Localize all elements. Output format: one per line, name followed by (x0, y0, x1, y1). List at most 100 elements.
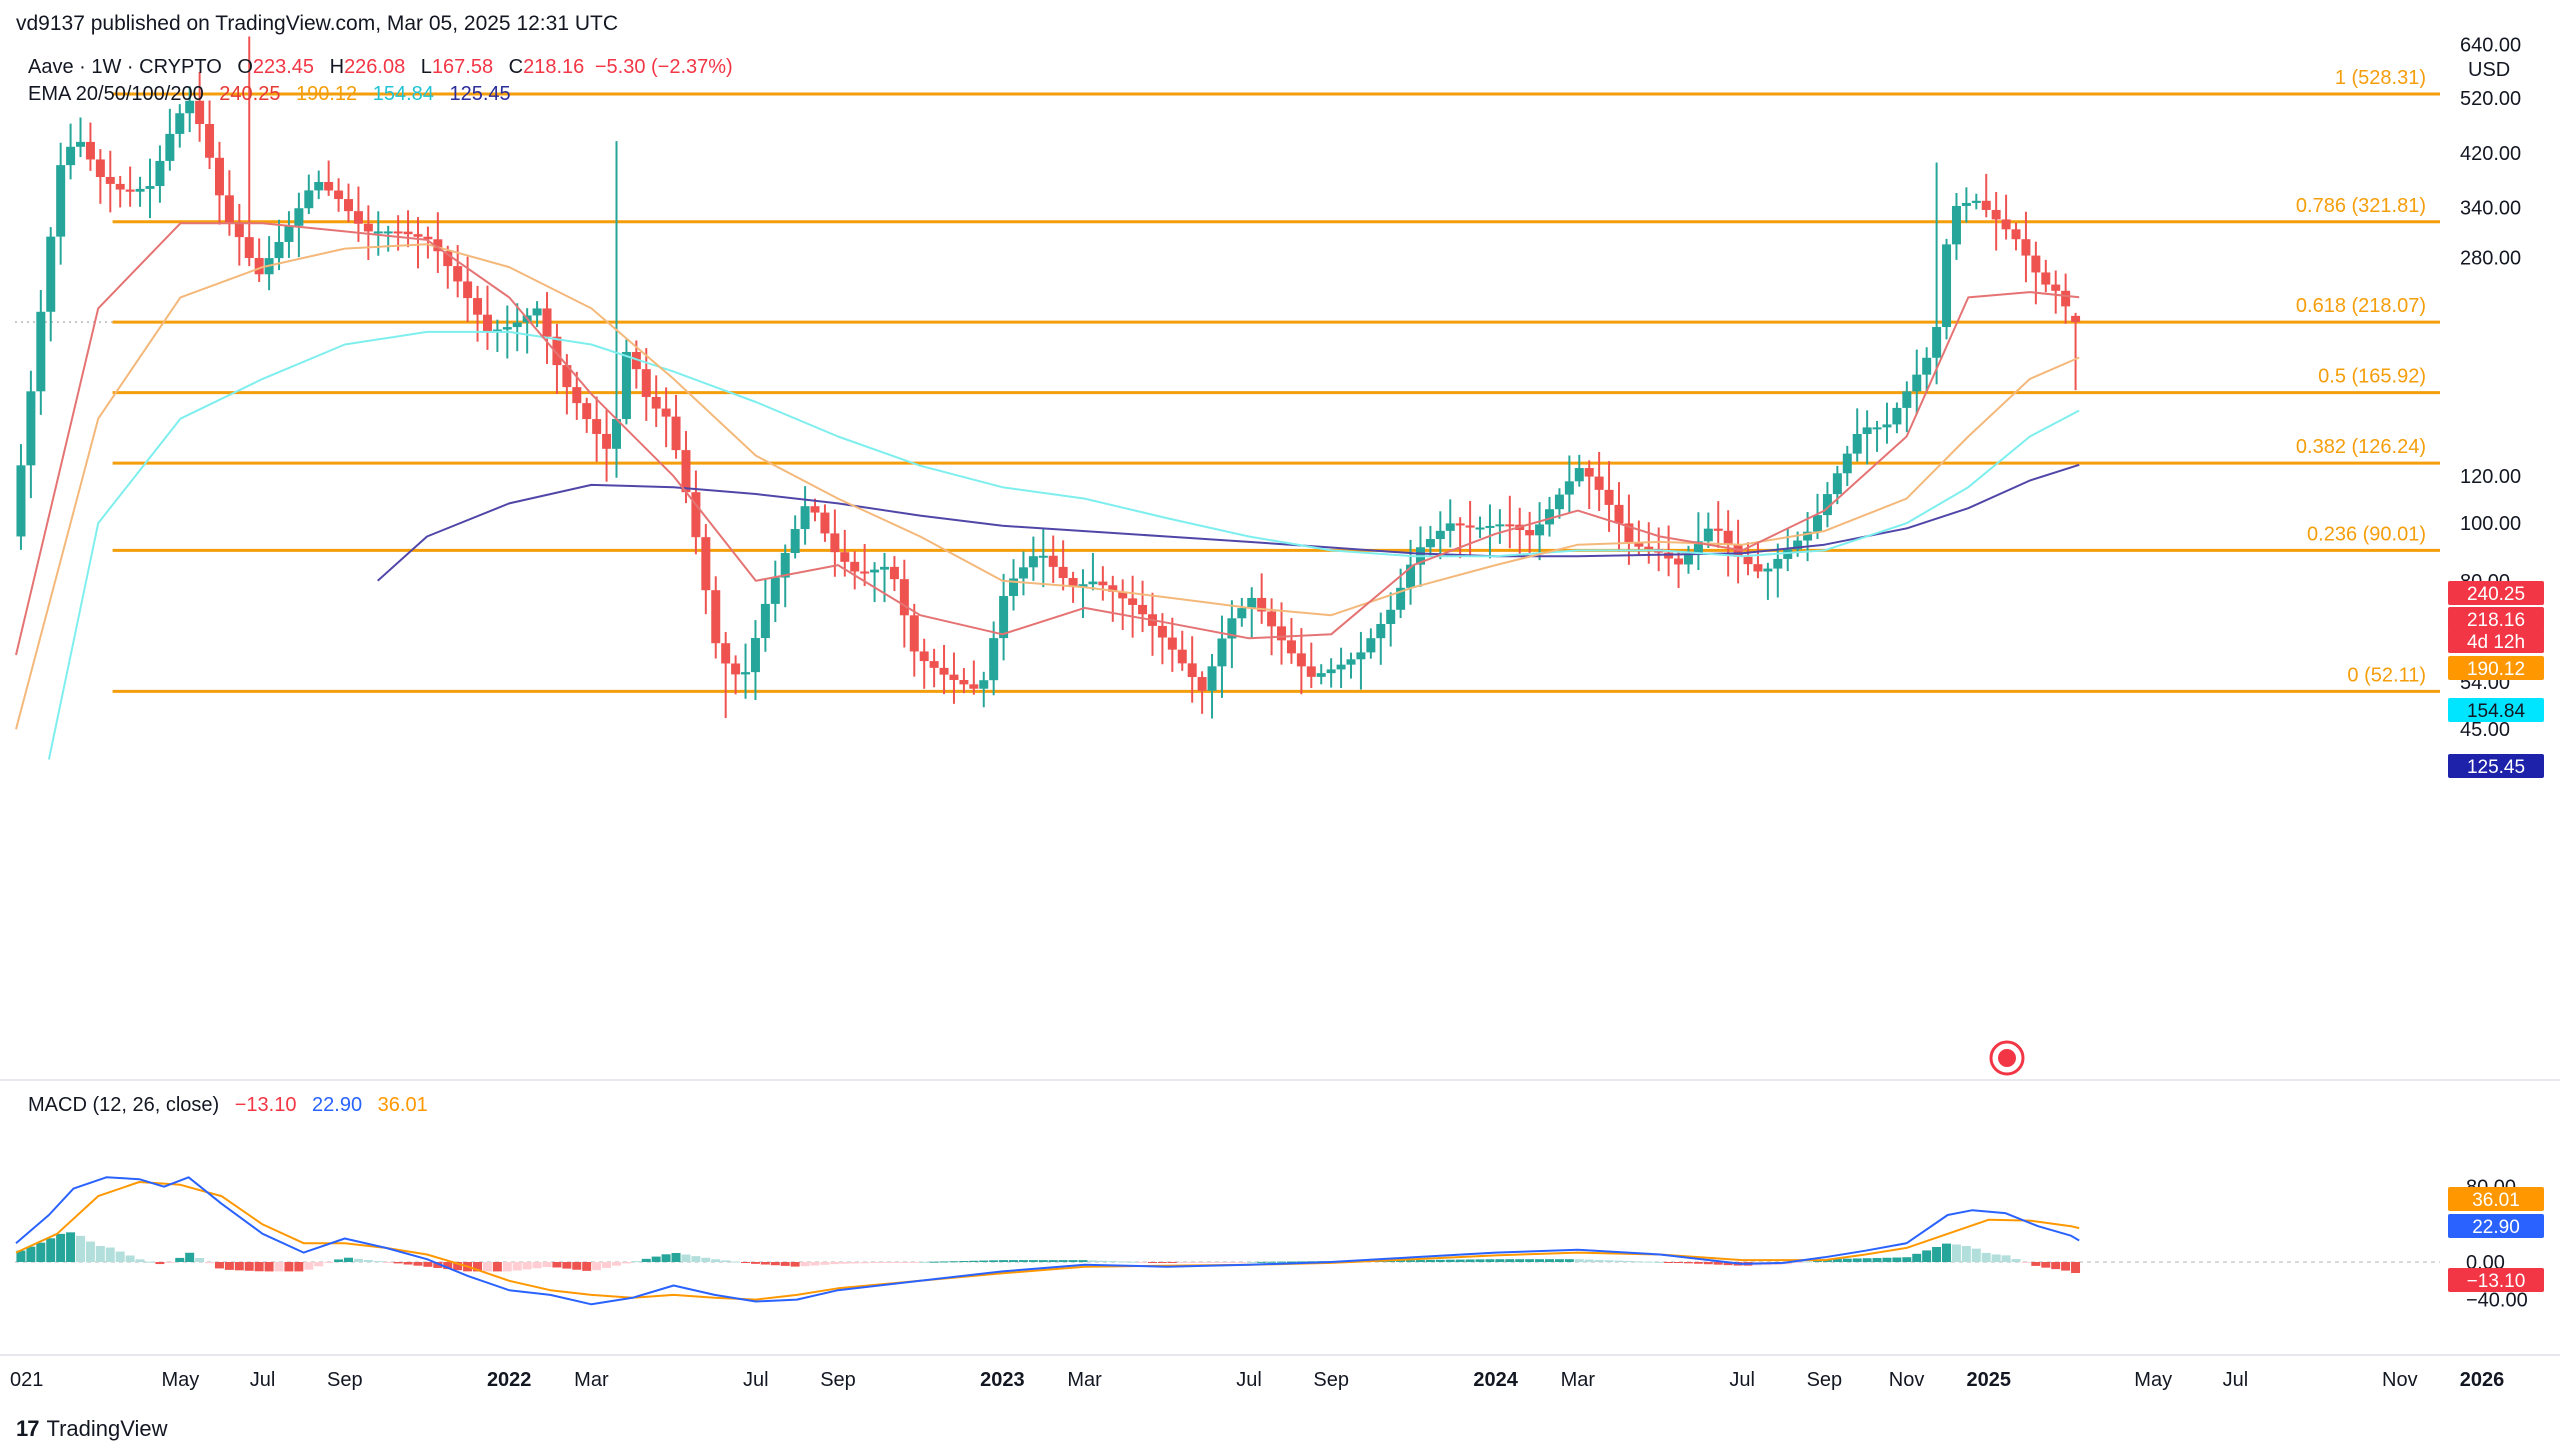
candle-body (1753, 564, 1763, 572)
macd-hist-bar (2001, 1255, 2011, 1262)
candle-body (2051, 284, 2061, 291)
candle-body (1346, 659, 1356, 665)
candle-body (36, 311, 46, 392)
candle-body (721, 643, 731, 664)
macd-tag (2448, 1268, 2544, 1292)
price-tick-label: 45.00 (2460, 719, 2510, 741)
candle-body (989, 638, 999, 681)
candle-body (1018, 567, 1028, 579)
symbol-name[interactable]: Aave · 1W · CRYPTO (28, 56, 222, 78)
candle-body (1088, 581, 1098, 585)
candle-body (1445, 523, 1455, 531)
candle-body (1078, 584, 1088, 587)
macd-hist-bar (949, 1261, 959, 1263)
ema-legend[interactable]: EMA 20/50/100/200 240.25 190.12 154.84 1… (28, 83, 511, 106)
tradingview-brand[interactable]: 17 TradingView (16, 1416, 168, 1442)
candle-body (353, 211, 363, 224)
candle-body (224, 195, 234, 223)
candle-body (850, 561, 860, 572)
price-tick-label: 520.00 (2460, 88, 2521, 110)
candle-body (413, 234, 423, 237)
candle-body (1743, 556, 1753, 565)
candle-body (214, 157, 224, 196)
macd-hist-bar (264, 1262, 274, 1272)
candle-body (1425, 539, 1435, 548)
macd-hist-bar (1793, 1262, 1803, 1263)
macd-hist-bar (383, 1262, 393, 1263)
macd-hist-bar (1138, 1262, 1148, 1263)
candle-body (373, 231, 383, 234)
time-tick-label: Mar (574, 1369, 609, 1391)
macd-hist-bar (661, 1254, 671, 1262)
candle-body (810, 506, 820, 513)
candle-body (1971, 200, 1981, 203)
macd-hist-bar (1535, 1259, 1545, 1262)
macd-hist-bar (1515, 1259, 1525, 1262)
macd-hist-bar (1197, 1262, 1207, 1263)
candle-body (979, 680, 989, 689)
macd-hist-bar (1455, 1259, 1465, 1262)
candle-body (1009, 578, 1019, 597)
macd-hist-bar (1227, 1262, 1237, 1263)
macd-hist-bar (1951, 1244, 1961, 1262)
macd-hist-bar (175, 1257, 185, 1262)
macd-label[interactable]: MACD (12, 26, close) (28, 1094, 220, 1116)
macd-hist-bar (1971, 1248, 1981, 1262)
candle-body (592, 419, 602, 434)
candle-body (840, 552, 850, 562)
macd-hist-bar (1177, 1262, 1187, 1263)
macd-hist-bar (681, 1254, 691, 1262)
ema20-line (15, 222, 2080, 656)
macd-hist-bar (860, 1262, 870, 1264)
macd-hist-bar (1803, 1261, 1813, 1263)
time-tick-label: Jul (1236, 1369, 1262, 1391)
macd-hist-bar (512, 1262, 522, 1271)
macd-hist-bar (1038, 1260, 1048, 1262)
macd-hist-bar (1207, 1262, 1217, 1263)
candle-body (1038, 555, 1048, 558)
macd-hist-bar (1713, 1262, 1723, 1265)
macd-hist-bar (343, 1257, 353, 1262)
candle-body (1525, 530, 1535, 536)
tradingview-logo-icon: 17 (16, 1416, 40, 1441)
candle-body (999, 596, 1009, 639)
time-tick-label: Sep (327, 1369, 363, 1391)
macd-hist-bar (224, 1262, 234, 1270)
price-tag-label: 190.12 (2467, 659, 2525, 680)
candle-body (2031, 255, 2041, 273)
candle-body (691, 492, 701, 538)
candle-body (1545, 509, 1555, 525)
candle-body (1048, 555, 1058, 567)
macd-hist-bar (671, 1252, 681, 1262)
price-tag-label: 240.25 (2467, 584, 2525, 605)
fib-level-label: 0 (52.11) (2347, 664, 2426, 686)
macd-hist-bar (1872, 1257, 1882, 1262)
macd-hist-bar (2011, 1259, 2021, 1262)
macd-hist-bar (879, 1262, 889, 1263)
candles (16, 36, 2081, 719)
close-value: 218.16 (523, 56, 585, 78)
candle-body (1386, 609, 1396, 624)
macd-hist-bar (473, 1262, 483, 1272)
candle-body (1098, 581, 1108, 586)
candle-body (1882, 424, 1892, 428)
candle-body (1167, 637, 1177, 650)
macd-legend[interactable]: MACD (12, 26, close) −13.10 22.90 36.01 (28, 1094, 428, 1117)
candle-body (1257, 597, 1267, 612)
macd-hist-bar (919, 1261, 929, 1263)
ema-label[interactable]: EMA 20/50/100/200 (28, 83, 204, 105)
macd-hist-bar (1425, 1259, 1435, 1262)
macd-hist-bar (274, 1262, 284, 1272)
candle-body (1177, 649, 1187, 664)
candle-body (1932, 327, 1942, 358)
candle-body (1862, 427, 1872, 434)
time-tick-label: Nov (2382, 1369, 2418, 1391)
candle-body (115, 183, 125, 190)
change-value: −5.30 (−2.37%) (594, 56, 733, 78)
ema50-value: 190.12 (296, 83, 358, 105)
candle-body (1118, 591, 1128, 599)
macd-hist-bar (711, 1259, 721, 1262)
symbol-ohlc-legend[interactable]: Aave · 1W · CRYPTO O223.45 H226.08 L167.… (28, 56, 733, 79)
candle-body (1376, 623, 1386, 639)
